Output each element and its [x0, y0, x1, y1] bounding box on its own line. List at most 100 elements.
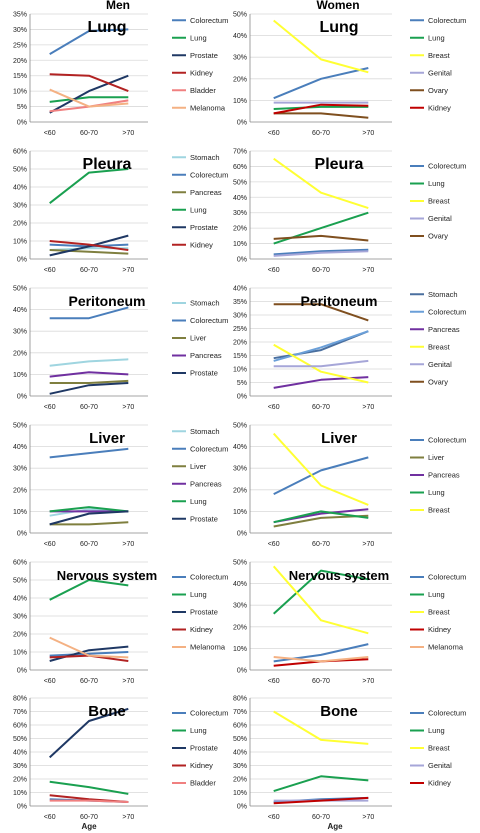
men-bone-y-tick-label: 80% — [13, 696, 27, 703]
men-peritoneum-series-pancreas — [49, 371, 129, 378]
men-liver-legend-label: Liver — [190, 462, 207, 471]
women-peritoneum-legend-label: Stomach — [428, 290, 458, 299]
men-lung-x-tick-label: 60-70 — [80, 130, 98, 137]
men-liver-y-tick-label: 10% — [13, 509, 27, 516]
men-nervous-system-y-tick-label: 0% — [17, 668, 27, 675]
women-peritoneum-x-tick-label: <60 — [268, 404, 280, 411]
women-pleura-legend-label: Lung — [428, 179, 445, 188]
women-bone-y-tick-label: 50% — [233, 736, 247, 743]
men-bone-x-tick-label: 60-70 — [80, 814, 98, 821]
women-bone-y-tick-label: 40% — [233, 750, 247, 757]
men-bone-y-tick-label: 70% — [13, 709, 27, 716]
men-peritoneum-series-liver — [49, 379, 129, 384]
women-bone-y-tick-label: 70% — [233, 709, 247, 716]
men-pleura-legend-label: Colorectum — [190, 170, 228, 179]
men-lung-series-colorectum — [49, 28, 129, 55]
women-peritoneum-series-ovary — [273, 303, 369, 322]
women-liver-x-tick-label: 60-70 — [312, 541, 330, 548]
women-liver-legend-label: Liver — [428, 453, 445, 462]
women-liver-x-tick-label: <60 — [268, 541, 280, 548]
men-bone-title: Bone — [88, 703, 126, 720]
women-peritoneum-x-tick-label: >70 — [362, 404, 374, 411]
women-nervous-system-y-tick-label: 0% — [237, 668, 247, 675]
women-lung-y-tick-label: 50% — [233, 12, 247, 19]
men-pleura-y-tick-label: 50% — [13, 167, 27, 174]
women-nervous-system-y-tick-label: 20% — [233, 624, 247, 631]
women-bone-y-tick-label: 30% — [233, 763, 247, 770]
men-pleura-legend-label: Kidney — [190, 240, 213, 249]
men-pleura-series-kidney — [49, 240, 129, 251]
women-liver-y-tick-label: 0% — [237, 531, 247, 538]
women-peritoneum-y-tick-label: 30% — [233, 313, 247, 320]
men-bone-y-tick-label: 30% — [13, 763, 27, 770]
women-peritoneum-y-tick-label: 40% — [233, 286, 247, 293]
women-liver-y-tick-label: 10% — [233, 509, 247, 516]
men-lung-legend-label: Bladder — [190, 86, 216, 95]
men-liver-legend-label: Colorectum — [190, 444, 228, 453]
women-bone-y-tick-label: 80% — [233, 696, 247, 703]
men-nervous-system-y-tick-label: 20% — [13, 632, 27, 639]
women-peritoneum-series-colorectum — [273, 330, 369, 362]
women-lung-series-ovary — [273, 112, 369, 119]
men-nervous-system-chart: 0% 10% 20% 30% 40% 50% 60% <60 60-70 >70 Nervous s… — [13, 560, 228, 686]
men-peritoneum-legend-label: Stomach — [190, 299, 220, 308]
men-peritoneum-chart: 0% 10% 20% 30% 40% 50% <60 60-70 >70 Peritoneum St… — [13, 286, 228, 412]
women-nervous-system-chart: 0% 10% 20% 30% 40% 50% <60 60-70 >70 Nervous syst… — [233, 560, 466, 686]
women-nervous-system-y-tick-label: 10% — [233, 646, 247, 653]
men-liver-legend-label: Lung — [190, 497, 207, 506]
men-nervous-system-y-tick-label: 60% — [13, 560, 27, 567]
men-liver-y-tick-label: 30% — [13, 466, 27, 473]
men-bone-y-tick-label: 20% — [13, 777, 27, 784]
women-lung-chart: 0% 10% 20% 30% 40% 50% <60 60-70 >70 Lung Colorect… — [233, 12, 466, 138]
women-nervous-system-y-tick-label: 50% — [233, 560, 247, 567]
men-liver-y-tick-label: 0% — [17, 531, 27, 538]
women-bone-x-tick-label: <60 — [268, 814, 280, 821]
men-pleura-title: Pleura — [83, 156, 132, 173]
men-peritoneum-legend-label: Colorectum — [190, 316, 228, 325]
men-pleura-x-tick-label: <60 — [44, 267, 56, 274]
women-lung-y-tick-label: 20% — [233, 76, 247, 83]
men-peritoneum-y-tick-label: 50% — [13, 286, 27, 293]
men-bone-y-tick-label: 40% — [13, 750, 27, 757]
men-pleura-series-lung — [49, 168, 129, 204]
women-lung-x-tick-label: <60 — [268, 130, 280, 137]
women-peritoneum-series-genital — [273, 359, 369, 368]
women-lung-y-tick-label: 0% — [237, 120, 247, 127]
men-bone-series-lung — [49, 780, 129, 795]
women-lung-legend-label: Ovary — [428, 86, 448, 95]
men-pleura-legend-label: Prostate — [190, 223, 218, 232]
women-nervous-system-title: Nervous system — [289, 568, 389, 583]
women-liver-x-tick-label: >70 — [362, 541, 374, 548]
women-nervous-system-series-breast — [272, 565, 369, 635]
men-pleura-series-prostate — [49, 234, 129, 257]
men-liver-y-tick-label: 40% — [13, 444, 27, 451]
men-nervous-system-y-tick-label: 10% — [13, 650, 27, 657]
men-bone-legend-label: Prostate — [190, 744, 218, 753]
men-bone-legend-label: Kidney — [190, 761, 213, 770]
men-nervous-system-y-tick-label: 50% — [13, 578, 27, 585]
women-pleura-y-tick-label: 60% — [233, 164, 247, 171]
men-liver-series-prostate — [49, 510, 129, 526]
women-pleura-y-tick-label: 10% — [233, 241, 247, 248]
women-nervous-system-x-tick-label: 60-70 — [312, 678, 330, 685]
men-bone-y-tick-label: 0% — [17, 804, 27, 811]
men-lung-y-tick-label: 5% — [17, 104, 27, 111]
men-nervous-system-x-tick-label: >70 — [122, 678, 134, 685]
women-pleura-x-tick-label: 60-70 — [312, 267, 330, 274]
women-pleura-y-tick-label: 50% — [233, 179, 247, 186]
women-liver-chart: 0% 10% 20% 30% 40% 50% <60 60-70 >70 Liver Colorec… — [233, 423, 466, 549]
women-pleura-legend-label: Genital — [428, 214, 452, 223]
women-peritoneum-y-tick-label: 35% — [233, 299, 247, 306]
men-pleura-legend-label: Stomach — [190, 153, 220, 162]
women-lung-title: Lung — [319, 19, 358, 36]
women-lung-x-tick-label: >70 — [362, 130, 374, 137]
men-bone-legend-label: Lung — [190, 726, 207, 735]
men-nervous-system-x-tick-label: <60 — [44, 678, 56, 685]
men-pleura-series-pancreas — [49, 249, 129, 255]
men-peritoneum-legend-label: Liver — [190, 334, 207, 343]
men-bone-series-prostate — [49, 707, 129, 759]
men-bone-series-bladder — [49, 799, 129, 803]
men-lung-series-prostate — [49, 74, 129, 114]
women-lung-legend-label: Breast — [428, 51, 451, 60]
